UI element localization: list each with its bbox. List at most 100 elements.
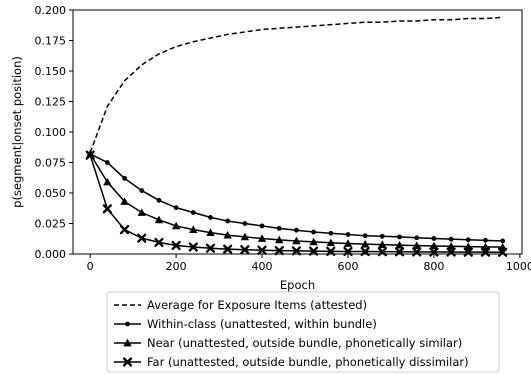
- series-2: [87, 151, 506, 244]
- data-point: [465, 237, 471, 243]
- data-point: [223, 230, 232, 239]
- y-tick-label: 0.000: [35, 248, 67, 261]
- x-tick-label: 0: [87, 260, 94, 273]
- y-tick-label: 0.075: [35, 157, 67, 170]
- data-point: [103, 177, 112, 186]
- data-point: [431, 236, 437, 241]
- legend-entry: Average for Exposure Items (attested): [114, 298, 367, 312]
- plot-frame: [72, 9, 523, 255]
- data-point: [498, 247, 508, 257]
- data-point: [292, 236, 301, 245]
- legend-marker: [123, 338, 132, 347]
- data-point: [259, 223, 265, 229]
- legend-marker: [122, 357, 133, 367]
- y-tick-label: 0.125: [35, 96, 67, 109]
- data-point: [156, 197, 162, 203]
- x-axis-title: Epoch: [280, 278, 315, 292]
- data-point: [379, 233, 385, 239]
- legend-entry: Within-class (unattested, within bundle): [114, 317, 377, 331]
- data-point: [345, 232, 351, 237]
- data-point: [173, 205, 179, 211]
- legend-entry: Far (unattested, outside bundle, phoneti…: [114, 355, 469, 369]
- legend-label: Near (unattested, outside bundle, phonet…: [147, 336, 462, 350]
- x-tick-label: 200: [166, 260, 187, 273]
- legend-label: Far (unattested, outside bundle, phoneti…: [147, 355, 469, 369]
- y-tick-label: 0.150: [35, 65, 67, 78]
- legend-label: Average for Exposure Items (attested): [147, 298, 367, 312]
- plot-area: [85, 16, 508, 257]
- data-point: [448, 236, 454, 242]
- data-point: [397, 234, 402, 240]
- y-tick-label: 0.100: [35, 126, 67, 139]
- data-point: [137, 233, 147, 243]
- series-4: [85, 150, 508, 257]
- data-point: [446, 242, 456, 250]
- legend-box: [106, 291, 500, 373]
- legend: Average for Exposure Items (attested) Wit…: [106, 291, 500, 373]
- x-tick-label: 800: [423, 260, 444, 273]
- data-point: [429, 241, 439, 250]
- data-point: [122, 175, 127, 181]
- data-point: [275, 235, 284, 244]
- data-point: [326, 238, 335, 247]
- data-point: [412, 241, 421, 249]
- data-point: [362, 233, 368, 239]
- y-tick-label: 0.025: [35, 218, 67, 231]
- data-point: [171, 221, 181, 230]
- data-point: [242, 221, 248, 226]
- data-point: [119, 224, 130, 235]
- data-point: [483, 237, 488, 243]
- y-tick-label: 0.200: [35, 4, 67, 17]
- data-point: [189, 225, 198, 233]
- data-point: [328, 230, 334, 236]
- data-point: [154, 215, 164, 224]
- data-point: [223, 244, 233, 254]
- data-point: [104, 160, 110, 165]
- data-point: [311, 229, 317, 235]
- data-point: [500, 238, 506, 244]
- x-tick-label: 600: [337, 260, 358, 273]
- data-point: [171, 240, 181, 251]
- legend-marker: [125, 321, 130, 327]
- data-point: [378, 240, 387, 248]
- data-point: [309, 237, 318, 246]
- data-point: [464, 242, 473, 251]
- data-point: [276, 225, 282, 231]
- data-point: [414, 235, 420, 241]
- series-3: [85, 149, 507, 251]
- data-point: [102, 204, 112, 214]
- legend-entry: Near (unattested, outside bundle, phonet…: [114, 336, 462, 350]
- data-point: [206, 228, 215, 237]
- data-point: [294, 227, 299, 233]
- data-point: [309, 246, 319, 256]
- data-point: [137, 208, 146, 216]
- series-line-1: [89, 16, 503, 154]
- data-point: [291, 246, 302, 256]
- data-point: [240, 232, 250, 241]
- data-point: [360, 239, 370, 248]
- x-tick-label: 400: [252, 260, 273, 273]
- y-tick-label: 0.175: [35, 35, 67, 48]
- y-tick-label: 0.050: [35, 187, 67, 200]
- x-tick-label: 1000: [506, 260, 531, 273]
- data-point: [120, 197, 129, 205]
- data-point: [240, 245, 250, 255]
- axes: 0 200 400 600 800 1000 0.000 0.025 0.050 0.075 0.1…: [35, 4, 531, 273]
- data-point: [257, 245, 267, 255]
- data-point: [225, 218, 231, 224]
- data-point: [190, 210, 196, 215]
- data-point: [257, 234, 267, 242]
- series-1: [89, 16, 503, 154]
- series-line-3: [89, 153, 503, 248]
- data-point: [154, 237, 164, 248]
- data-point: [139, 188, 145, 193]
- data-point: [395, 240, 404, 249]
- legend-label: Within-class (unattested, within bundle): [147, 317, 377, 331]
- data-point: [274, 245, 284, 256]
- y-axis-title: p(segment|onset position): [10, 56, 24, 208]
- data-point: [188, 242, 198, 252]
- data-point: [208, 215, 213, 220]
- data-point: [205, 243, 216, 253]
- data-point: [85, 150, 95, 160]
